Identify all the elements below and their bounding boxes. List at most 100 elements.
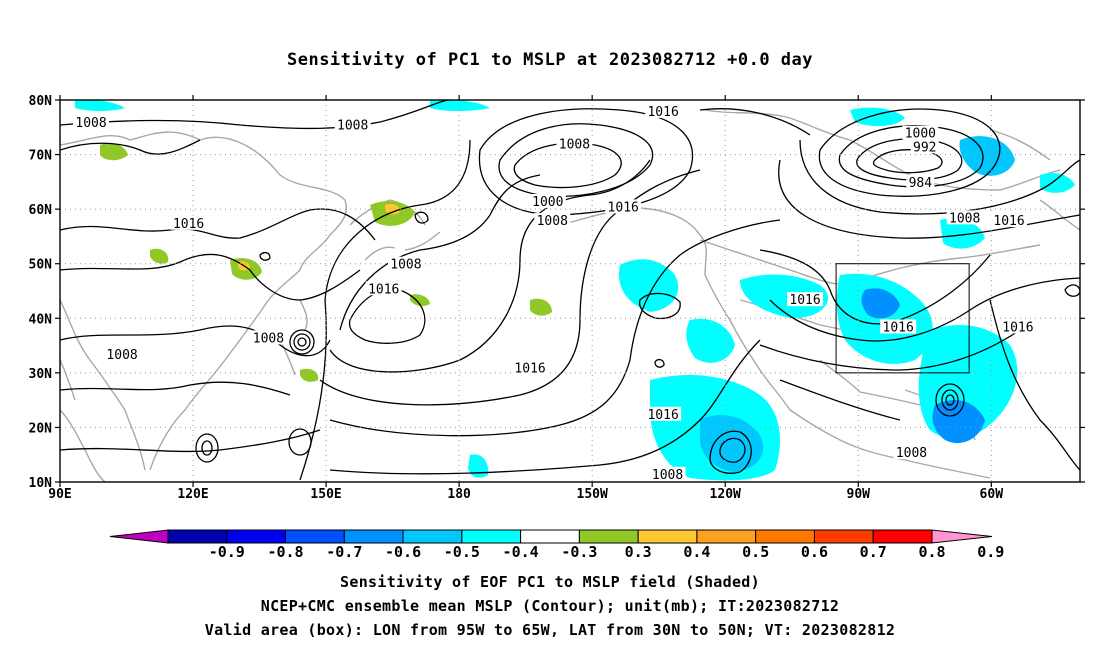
contour-label: 984	[909, 176, 933, 191]
contour-label-bg	[512, 360, 549, 375]
contour-label-bg	[73, 114, 110, 129]
contour-label-bg	[534, 213, 571, 228]
colorbar-label: -0.6	[385, 543, 421, 561]
contour-label-bg	[170, 215, 207, 230]
contour-label-bg	[529, 193, 566, 208]
contour-label: 1000	[532, 195, 563, 210]
contour-label-bg	[880, 319, 917, 334]
colorbar-swatch	[637, 529, 698, 544]
colorbar-swatch	[813, 529, 874, 544]
lon-tick-label: 150W	[577, 487, 608, 502]
lat-tick-label: 50N	[29, 258, 53, 273]
colorbar-swatch	[755, 529, 815, 544]
contour-label: 1016	[647, 408, 678, 423]
contour-label: 1016	[993, 214, 1024, 229]
contour-label-bg	[893, 444, 930, 459]
lon-tick-label: 120E	[177, 487, 208, 502]
lon-tick-label: 90W	[847, 487, 871, 502]
contour-label-bg	[787, 292, 824, 307]
colorbar-swatch	[402, 529, 463, 544]
colorbar-max-arrow	[931, 529, 993, 544]
contour-label: 1016	[173, 217, 204, 232]
colorbar-label: 0.6	[801, 543, 828, 561]
colorbar-swatch	[696, 529, 757, 544]
contour-label: 1008	[106, 348, 137, 363]
low-center-epac	[288, 428, 312, 456]
low-center-pacific	[289, 329, 315, 355]
map-frame	[59, 99, 1081, 483]
contour-label-bg	[910, 139, 939, 154]
map-plot-area: 1008 100810161008100099298410001008101610…	[60, 100, 1080, 483]
colorbar-swatch	[343, 529, 404, 544]
lon-tick-label: 60W	[980, 487, 1004, 502]
colorbar-swatch	[461, 529, 522, 544]
contour-label: 1008	[390, 258, 421, 273]
lat-tick-label: 20N	[29, 421, 53, 436]
contour-label: 1008	[537, 214, 568, 229]
colorbar-label: 0.4	[683, 543, 710, 561]
colorbar-label: 0.5	[742, 543, 769, 561]
contour-label: 992	[913, 140, 936, 155]
contour-label-bg	[946, 210, 983, 225]
contour-label: 1008	[559, 138, 590, 153]
caption-line-3: Valid area (box): LON from 95W to 65W, L…	[204, 621, 896, 639]
contour-labels: 1008 100810161008100099298410001008101610…	[73, 103, 1036, 483]
lat-tick-label: 40N	[29, 312, 53, 327]
lon-tick-label: 150E	[310, 487, 341, 502]
lon-tick-label: 180	[447, 487, 471, 502]
colorbar-label: -0.8	[267, 543, 303, 561]
colorbar-label: 0.8	[918, 543, 945, 561]
contour-label-bg	[605, 199, 642, 214]
contour-label-bg	[387, 256, 424, 271]
contour-label-bg	[645, 103, 682, 118]
colorbar-swatch	[578, 529, 639, 544]
colorbar-swatch	[520, 529, 580, 544]
colorbar-label: 0.9	[977, 543, 1004, 561]
contour-label-bg	[902, 125, 939, 140]
colorbar-swatch	[285, 529, 345, 544]
lon-tick-label: 90E	[48, 487, 71, 502]
contour-label: 1008	[337, 119, 368, 134]
contour-label-bg	[906, 174, 935, 189]
contour-label: 1016	[1002, 320, 1033, 335]
colorbar-swatch	[226, 529, 287, 544]
contour-label-bg	[556, 136, 593, 151]
contour-label: 1008	[253, 331, 284, 346]
contour-label: 1016	[608, 200, 639, 215]
contour-label: 1008	[652, 468, 683, 483]
colorbar-min-arrow	[109, 529, 169, 544]
low-center-caribbean	[935, 383, 965, 417]
valid-area-box	[835, 263, 970, 374]
colorbar-swatch	[167, 529, 228, 544]
contour-label-bg	[334, 117, 371, 132]
lon-tick-label: 120W	[710, 487, 741, 502]
colorbar-label: -0.9	[209, 543, 245, 561]
contour-label: 1016	[789, 293, 820, 308]
contour-label-bg	[991, 213, 1028, 228]
contour-label-bg	[104, 346, 141, 361]
colorbar-label: -0.3	[561, 543, 597, 561]
contour-label: 1016	[883, 320, 914, 335]
caption-line-2: NCEP+CMC ensemble mean MSLP (Contour); u…	[260, 597, 840, 615]
lat-tick-label: 80N	[29, 94, 53, 109]
coastlines	[60, 109, 1080, 482]
sensitivity-shading	[75, 100, 1075, 481]
contour-label-bg	[365, 281, 402, 296]
contour-label-bg	[645, 406, 682, 421]
contour-label: 1008	[75, 116, 106, 131]
colorbar-label: 0.3	[625, 543, 652, 561]
caption-line-1: Sensitivity of EOF PC1 to MSLP field (Sh…	[340, 573, 760, 591]
colorbar-label: -0.7	[326, 543, 362, 561]
contour-label: 1016	[514, 361, 545, 376]
lat-tick-label: 60N	[29, 203, 53, 218]
colorbar-swatch	[872, 529, 933, 544]
contour-label-bg	[250, 330, 287, 345]
lat-tick-label: 10N	[29, 476, 53, 491]
contour-label: 1008	[949, 211, 980, 226]
colorbar-label: -0.4	[503, 543, 539, 561]
map-title: Sensitivity of PC1 to MSLP at 2023082712…	[286, 50, 813, 70]
colorbar: -0.9 -0.8 -0.7 -0.6 -0.5 -0.4 -0.3 0.3 0.4 0.5 0.6…	[109, 529, 1004, 561]
contour-label: 1000	[905, 127, 936, 142]
contour-label: 1016	[368, 282, 399, 297]
